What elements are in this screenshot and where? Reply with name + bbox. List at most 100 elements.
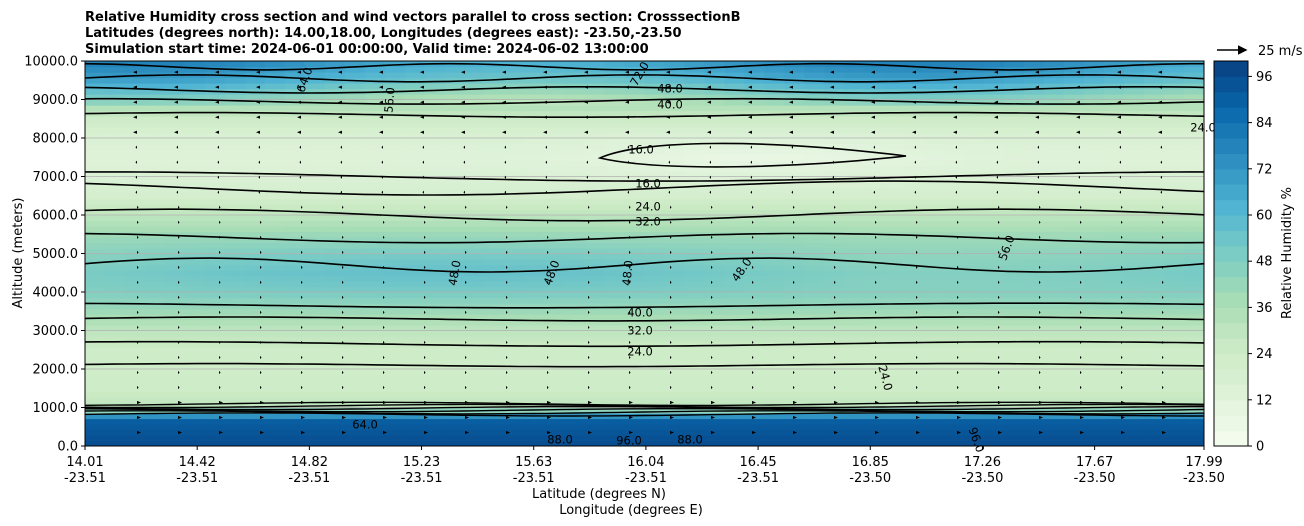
humidity-cell <box>364 347 386 354</box>
humidity-cell <box>864 281 885 288</box>
wind-vector <box>748 115 752 119</box>
wind-vector <box>547 430 551 435</box>
humidity-cell <box>304 127 326 134</box>
humidity-cell <box>884 220 905 227</box>
humidity-cell <box>784 237 805 244</box>
humidity-cell <box>1024 413 1045 420</box>
humidity-cell <box>1044 99 1065 106</box>
humidity-cell <box>1124 237 1145 244</box>
humidity-cell <box>224 154 246 161</box>
wind-vector <box>422 160 424 164</box>
humidity-cell <box>964 308 985 315</box>
humidity-cell <box>384 374 406 381</box>
humidity-cell <box>1004 127 1025 134</box>
humidity-cell <box>1184 352 1204 359</box>
wind-vector <box>1080 265 1082 269</box>
humidity-cell <box>424 149 446 156</box>
humidity-cell <box>744 198 765 205</box>
humidity-cell <box>724 198 746 205</box>
humidity-cell <box>944 204 965 211</box>
humidity-cell <box>1104 138 1125 145</box>
wind-vector <box>340 160 342 164</box>
humidity-cell <box>464 440 486 446</box>
humidity-cell <box>804 121 825 128</box>
humidity-cell <box>1064 275 1085 282</box>
humidity-cell <box>184 105 206 112</box>
humidity-cell <box>564 94 586 101</box>
humidity-cell <box>884 198 905 205</box>
humidity-cell <box>1004 341 1025 348</box>
humidity-cell <box>904 165 925 172</box>
humidity-cell <box>324 281 346 288</box>
humidity-cell <box>564 424 586 431</box>
humidity-cell <box>224 143 246 150</box>
humidity-cell <box>424 391 446 398</box>
humidity-cell <box>764 237 785 244</box>
humidity-cell <box>904 143 925 150</box>
humidity-cell <box>124 198 146 205</box>
humidity-cell <box>624 259 646 266</box>
humidity-cell <box>1064 116 1085 123</box>
humidity-cell <box>324 88 346 95</box>
humidity-cell <box>424 193 446 200</box>
humidity-cell <box>684 259 706 266</box>
humidity-cell <box>544 358 566 365</box>
humidity-cell <box>584 297 606 304</box>
wind-vector <box>711 205 713 209</box>
humidity-cell <box>884 352 905 359</box>
wind-vector <box>588 280 590 284</box>
humidity-cell <box>124 336 146 343</box>
humidity-cell <box>724 330 746 337</box>
humidity-cell <box>964 319 985 326</box>
humidity-cell <box>344 105 366 112</box>
humidity-cell <box>184 308 206 315</box>
humidity-cell <box>1184 253 1204 260</box>
wind-vector <box>383 355 385 360</box>
humidity-cell <box>604 380 626 387</box>
humidity-cell <box>324 226 346 233</box>
colorbar-band <box>1214 276 1248 293</box>
humidity-cell <box>784 418 805 425</box>
humidity-cell <box>224 242 246 249</box>
humidity-cell <box>344 270 366 277</box>
humidity-cell <box>184 440 206 446</box>
humidity-cell <box>944 264 965 271</box>
humidity-cell <box>864 330 885 337</box>
humidity-cell <box>204 105 226 112</box>
humidity-cell <box>424 226 446 233</box>
humidity-cell <box>704 149 726 156</box>
humidity-cell <box>644 242 666 249</box>
wind-vector <box>133 85 137 89</box>
humidity-cell <box>124 61 146 68</box>
wind-vector <box>666 115 670 119</box>
humidity-cell <box>1144 88 1165 95</box>
humidity-cell <box>404 105 426 112</box>
wind-vector <box>381 160 383 164</box>
humidity-cell <box>924 209 945 216</box>
humidity-cell <box>1004 226 1025 233</box>
humidity-cell <box>1184 336 1204 343</box>
humidity-cell <box>184 281 206 288</box>
humidity-cell <box>764 248 785 255</box>
humidity-cell <box>184 237 206 244</box>
humidity-cell <box>1064 83 1085 90</box>
humidity-cell <box>204 110 226 117</box>
humidity-cell <box>824 182 845 189</box>
humidity-cell <box>644 215 666 222</box>
humidity-cell <box>784 391 805 398</box>
humidity-cell <box>524 138 546 145</box>
humidity-cell <box>504 297 526 304</box>
humidity-cell <box>564 308 586 315</box>
wind-vector <box>506 295 508 299</box>
humidity-cell <box>104 105 126 112</box>
wind-vector <box>1039 430 1043 435</box>
humidity-cell <box>264 149 286 156</box>
humidity-cell <box>644 259 666 266</box>
humidity-cell <box>504 132 526 139</box>
wind-vector <box>301 385 303 390</box>
humidity-cell <box>504 138 526 145</box>
humidity-cell <box>724 105 746 112</box>
humidity-cell <box>564 385 586 392</box>
humidity-cell <box>544 336 566 343</box>
humidity-cell <box>804 281 825 288</box>
